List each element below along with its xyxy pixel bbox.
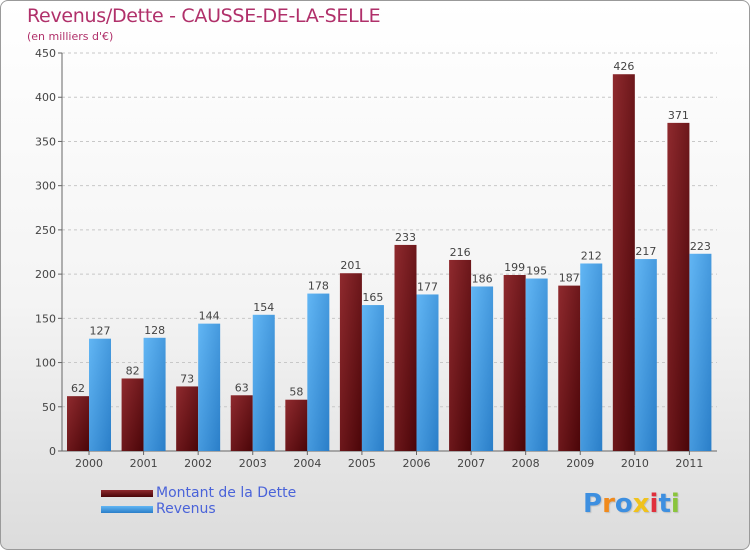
- data-label-dette: 233: [395, 231, 416, 244]
- bar-revenus: [89, 338, 111, 451]
- x-tick-label: 2004: [293, 457, 321, 470]
- y-tick-label: 200: [35, 268, 56, 281]
- bar-revenus: [361, 305, 384, 451]
- legend-swatch-dette: [101, 490, 153, 497]
- y-tick-label: 300: [35, 180, 56, 193]
- bar-revenus: [252, 314, 275, 451]
- y-tick-label: 150: [35, 312, 56, 325]
- x-tick-label: 2002: [184, 457, 212, 470]
- brand-letter: x: [632, 489, 650, 519]
- bar-revenus: [525, 278, 548, 451]
- bar-dette: [121, 378, 144, 451]
- data-label-dette: 187: [559, 272, 580, 285]
- bar-dette: [558, 285, 581, 451]
- data-label-dette: 371: [668, 109, 689, 122]
- bar-revenus: [689, 253, 712, 451]
- brand-letter: t: [658, 489, 671, 519]
- bar-dette: [612, 74, 635, 451]
- x-tick-label: 2001: [130, 457, 158, 470]
- x-tick-label: 2011: [675, 457, 703, 470]
- bar-dette: [285, 399, 308, 451]
- y-tick-label: 450: [35, 47, 56, 60]
- data-label-revenus: 223: [690, 240, 711, 253]
- proxiti-logo: Proxiti: [583, 489, 680, 519]
- y-tick-label: 250: [35, 224, 56, 237]
- brand-letter: o: [614, 489, 633, 519]
- bar-revenus: [143, 337, 166, 451]
- data-label-dette: 62: [71, 382, 85, 395]
- y-axis: 0 50 100 150 200 250 300 350 400 450: [35, 47, 717, 458]
- data-label-dette: 63: [235, 381, 249, 394]
- bar-dette: [449, 259, 472, 451]
- x-tick-label: 2000: [75, 457, 103, 470]
- data-label-revenus: 128: [144, 324, 165, 337]
- legend-swatch-revenus: [101, 506, 153, 513]
- bar-dette: [67, 396, 89, 451]
- x-tick-label: 2003: [239, 457, 267, 470]
- legend-label-revenus: Revenus: [156, 501, 216, 517]
- data-label-revenus: 127: [90, 325, 111, 338]
- y-tick-label: 0: [49, 445, 56, 458]
- x-tick-label: 2007: [457, 457, 485, 470]
- bar-revenus: [471, 286, 494, 451]
- x-tick-label: 2008: [512, 457, 540, 470]
- data-label-revenus: 186: [472, 272, 493, 285]
- bars: [67, 74, 712, 452]
- bar-dette: [176, 386, 199, 451]
- bar-dette: [230, 395, 253, 451]
- brand-letter: i: [670, 489, 680, 519]
- brand-letter: i: [649, 489, 659, 519]
- data-label-revenus: 165: [362, 291, 383, 304]
- chart-subtitle: (en milliers d'€): [27, 30, 114, 43]
- x-tick-label: 2010: [621, 457, 649, 470]
- data-label-revenus: 212: [581, 249, 602, 262]
- bar-dette: [667, 122, 690, 452]
- x-tick-label: 2006: [403, 457, 431, 470]
- data-label-dette: 201: [340, 259, 361, 272]
- data-label-dette: 426: [613, 60, 634, 73]
- bar-revenus: [416, 294, 439, 451]
- brand-letter: P: [583, 489, 603, 519]
- legend-label-dette: Montant de la Dette: [156, 485, 297, 501]
- data-label-revenus: 195: [526, 265, 547, 278]
- x-axis: 2000 2001 2002 2003 2004 2005 2006 2007 2008 2009…: [75, 451, 703, 470]
- data-label-dette: 216: [450, 246, 471, 259]
- data-label-revenus: 177: [417, 280, 438, 293]
- y-tick-label: 50: [42, 401, 56, 414]
- data-label-dette: 58: [289, 386, 303, 399]
- bar-revenus: [307, 293, 330, 451]
- data-label-dette: 199: [504, 261, 525, 274]
- chart-title: Revenus/Dette - CAUSSE-DE-LA-SELLE: [27, 5, 381, 27]
- bar-dette: [339, 273, 362, 451]
- data-label-dette: 73: [180, 372, 194, 385]
- data-label-revenus: 144: [199, 310, 220, 323]
- data-label-revenus: 217: [635, 245, 656, 258]
- x-tick-label: 2009: [566, 457, 594, 470]
- bar-dette: [394, 244, 417, 451]
- data-label-revenus: 178: [308, 280, 329, 293]
- y-tick-label: 100: [35, 357, 56, 370]
- bar-revenus: [634, 259, 657, 451]
- brand-letter: r: [602, 489, 615, 519]
- bar-revenus: [198, 323, 221, 451]
- x-tick-label: 2005: [348, 457, 376, 470]
- y-tick-label: 350: [35, 135, 56, 148]
- data-label-revenus: 154: [253, 301, 274, 314]
- y-tick-label: 400: [35, 91, 56, 104]
- data-label-dette: 82: [126, 364, 140, 377]
- data-labels: 62 127 82 128 73 144 63 154 58 178 201 165 233 177 216…: [71, 60, 711, 398]
- bar-dette: [503, 274, 526, 451]
- bar-revenus: [580, 263, 603, 451]
